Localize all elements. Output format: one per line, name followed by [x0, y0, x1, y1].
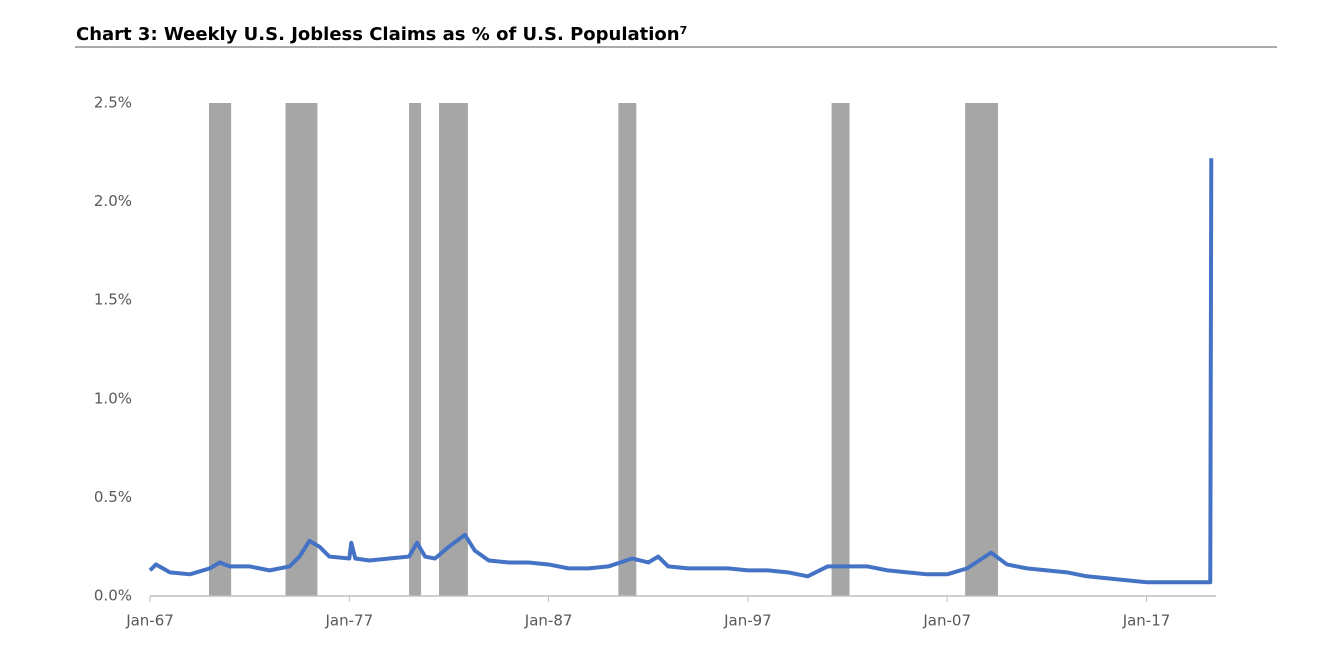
- recession-band: [409, 103, 422, 596]
- x-tick-label: Jan-17: [1122, 612, 1171, 630]
- title-text: Chart 3: Weekly U.S. Jobless Claims as %…: [76, 24, 680, 45]
- x-tick-label: Jan-87: [524, 612, 573, 630]
- recession-band: [831, 103, 850, 596]
- x-tick-label: Jan-67: [125, 612, 174, 630]
- title-footnote: 7: [680, 24, 688, 37]
- y-tick-label: 1.5%: [94, 291, 132, 309]
- recession-band: [208, 103, 232, 596]
- y-tick-label: 0.0%: [94, 587, 132, 605]
- x-tick-label: Jan-77: [324, 612, 373, 630]
- y-tick-label: 0.5%: [94, 488, 132, 506]
- x-tick-label: Jan-97: [723, 612, 772, 630]
- series-line: [148, 158, 1214, 585]
- y-tick-label: 1.0%: [94, 389, 132, 407]
- y-tick-label: 2.0%: [94, 192, 132, 210]
- recession-band: [438, 103, 468, 596]
- recession-band: [965, 103, 999, 596]
- y-tick-label: 2.5%: [94, 94, 132, 112]
- recession-band: [618, 103, 637, 596]
- recession-band: [285, 103, 318, 596]
- x-tick-label: Jan-07: [922, 612, 971, 630]
- chart-title: Chart 3: Weekly U.S. Jobless Claims as %…: [76, 24, 687, 45]
